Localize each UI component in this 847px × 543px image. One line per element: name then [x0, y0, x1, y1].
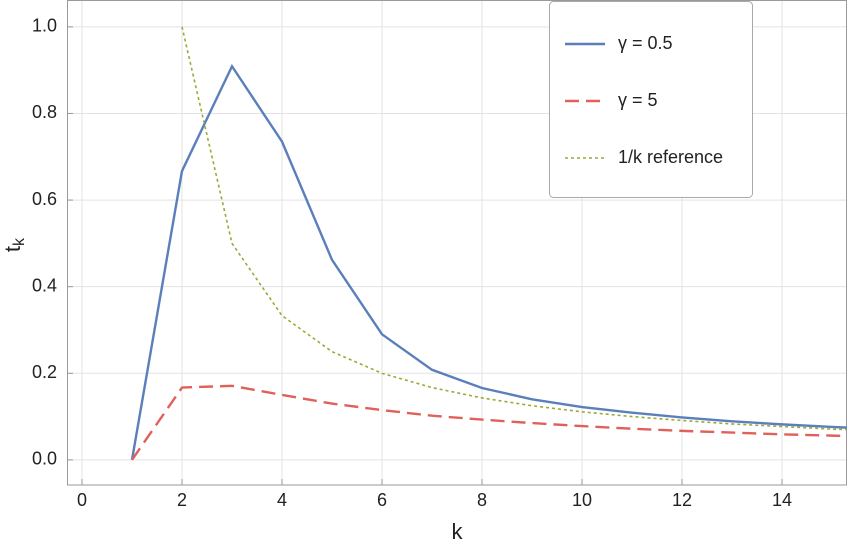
x-tick-label: 6 [377, 490, 387, 510]
x-axis-label: k [452, 519, 464, 543]
y-tick-label: 1.0 [32, 16, 57, 36]
legend: γ = 0.5 γ = 5 1/k reference [549, 1, 753, 198]
y-tick-label: 0.4 [32, 275, 57, 295]
y-label-main: t [0, 246, 25, 252]
legend-label: γ = 0.5 [618, 33, 673, 53]
legend-label: γ = 5 [618, 90, 658, 110]
x-tick-label: 10 [572, 490, 592, 510]
legend-label: 1/k reference [618, 147, 723, 167]
series-line [181, 26, 847, 431]
y-axis-label: tk [0, 237, 28, 252]
y-tick-label: 0.2 [32, 362, 57, 382]
x-tick-label: 2 [177, 490, 187, 510]
ticks: 0 2 4 6 8 10 12 14 0.0 0.2 0.4 0.6 0.8 1.0 [32, 16, 792, 510]
y-tick-label: 0.8 [32, 102, 57, 122]
x-tick-label: 4 [277, 490, 287, 510]
x-tick-label: 14 [772, 490, 792, 510]
y-tick-label: 0.0 [32, 449, 57, 469]
series-line [130, 63, 847, 461]
plot-area [130, 26, 847, 461]
y-label-sub: k [11, 237, 28, 246]
legend-box [549, 1, 753, 198]
y-tick-label: 0.6 [32, 189, 57, 209]
x-tick-label: 12 [672, 490, 692, 510]
x-tick-label: 0 [77, 490, 87, 510]
x-tick-label: 8 [477, 490, 487, 510]
